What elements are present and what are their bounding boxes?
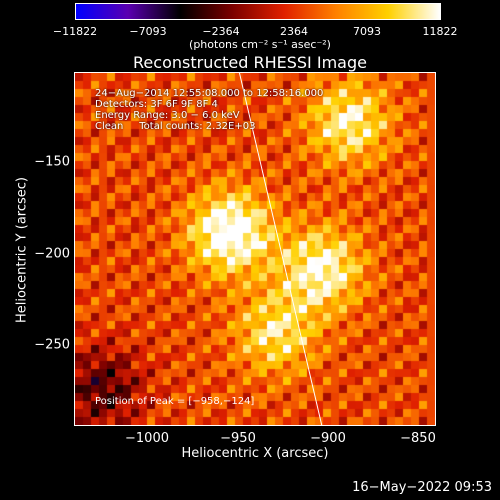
heatmap-plot: 24−Aug−2014 12:55:08.000 to 12:58:16.000… <box>74 72 436 426</box>
colorbar-units: (photons cm⁻² s⁻¹ asec⁻²) <box>189 38 331 51</box>
y-tick-label: −150 <box>34 154 70 170</box>
y-tick-label: −250 <box>34 337 70 353</box>
annotation-detectors: Detectors: 3F 6F 9F 8F 4 <box>95 99 218 110</box>
colorbar <box>75 3 441 20</box>
colorbar-tick-label: 2364 <box>280 25 308 38</box>
x-axis-label: Heliocentric X (arcsec) <box>181 446 329 461</box>
x-tick-label: −850 <box>400 431 436 446</box>
x-tick-label: −1000 <box>125 431 169 446</box>
annotation-peak-position: Position of Peak = [−958,−124] <box>95 396 255 407</box>
solar-limb-line <box>238 73 323 425</box>
colorbar-tick-label: 7093 <box>353 25 381 38</box>
colorbar-tick-label: −11822 <box>52 25 98 38</box>
annotation-time-range: 24−Aug−2014 12:55:08.000 to 12:58:16.000 <box>95 88 324 99</box>
y-tick-label: −200 <box>34 246 70 262</box>
x-tick-label: −900 <box>310 431 346 446</box>
colorbar-tick-label: −7093 <box>129 25 167 38</box>
heatmap-image <box>75 73 435 425</box>
timestamp: 16−May−2022 09:53 <box>352 480 492 495</box>
y-axis-label: Heliocentric Y (arcsec) <box>14 177 30 323</box>
colorbar-tick-label: 11822 <box>422 25 458 38</box>
annotation-clean-counts: Clean Total counts: 2.32E+03 <box>95 121 256 132</box>
colorbar-tick-label: −2364 <box>202 25 240 38</box>
x-tick-label: −950 <box>220 431 256 446</box>
plot-title: Reconstructed RHESSI Image <box>133 53 367 72</box>
overlay-layer <box>238 73 323 425</box>
annotation-energy-range: Energy Range: 3.0 − 6.0 keV <box>95 110 240 121</box>
